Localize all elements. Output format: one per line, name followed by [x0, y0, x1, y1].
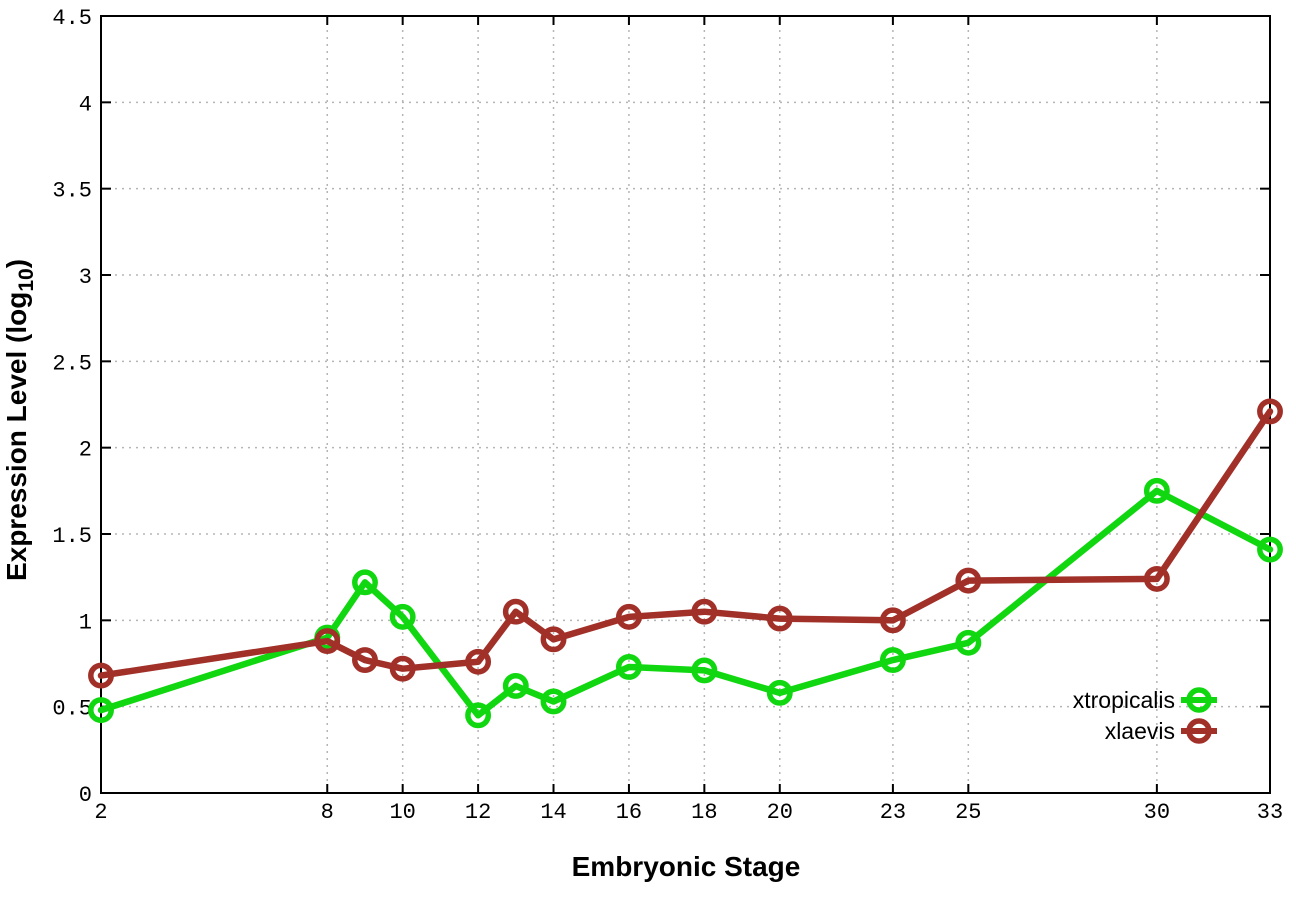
- series-line-xtropicalis: [97, 487, 1274, 719]
- series-line-xlaevis: [97, 408, 1274, 679]
- data-point-xlaevis-stage-33: [1257, 398, 1283, 425]
- data-point-xtropicalis-stage-23: [879, 647, 906, 673]
- x-tick-label-20: 20: [767, 800, 793, 825]
- y-axis-title-end: ): [1, 259, 32, 268]
- legend-label-xlaevis: xlaevis: [1105, 718, 1175, 744]
- x-tick-label-25: 25: [955, 800, 981, 825]
- x-tick-label-23: 23: [880, 800, 906, 825]
- data-point-xlaevis-stage-16: [615, 603, 642, 630]
- data-point-xtropicalis-stage-18: [691, 657, 718, 684]
- x-tick-label-33: 33: [1257, 800, 1283, 825]
- y-tick-label-1: 1: [79, 610, 92, 635]
- y-tick-label-3: 3: [79, 265, 92, 290]
- x-tick-label-30: 30: [1144, 800, 1170, 825]
- data-point-xtropicalis-stage-25: [955, 629, 982, 656]
- data-point-xtropicalis-stage-12: [465, 702, 492, 729]
- data-point-xlaevis-stage-8: [314, 628, 341, 655]
- y-tick-label-3.5: 3.5: [52, 179, 92, 204]
- y-tick-label-2: 2: [79, 438, 92, 463]
- y-tick-label-0.5: 0.5: [52, 697, 92, 722]
- x-tick-label-18: 18: [691, 800, 717, 825]
- y-tick-label-4.5: 4.5: [52, 6, 92, 31]
- x-tick-label-10: 10: [389, 800, 415, 825]
- y-tick-label-0: 0: [79, 783, 92, 808]
- legend-marker-xlaevis: [1186, 718, 1212, 744]
- data-point-xlaevis-stage-13: [502, 598, 529, 625]
- legend: xtropicalis xlaevis: [1073, 687, 1217, 744]
- x-tick-label-2: 2: [94, 800, 107, 825]
- legend-marker-xtropicalis: [1186, 687, 1212, 713]
- data-point-xlaevis-stage-2: [88, 662, 114, 689]
- data-point-xlaevis-stage-12: [465, 648, 492, 675]
- y-axis-title-sub: 10: [15, 268, 38, 291]
- y-axis-title: Expression Level (log10): [1, 259, 38, 581]
- x-tick-label-12: 12: [465, 800, 491, 825]
- x-tick-label-16: 16: [616, 800, 642, 825]
- x-tick-label-14: 14: [540, 800, 566, 825]
- data-point-xtropicalis-stage-13: [502, 672, 529, 699]
- data-point-xlaevis-stage-14: [540, 626, 567, 653]
- data-point-xtropicalis-stage-30: [1143, 477, 1170, 504]
- legend-label-xtropicalis: xtropicalis: [1073, 687, 1175, 713]
- y-tick-label-4: 4: [79, 92, 92, 117]
- data-point-xlaevis-stage-18: [691, 598, 718, 625]
- data-point-xlaevis-stage-23: [879, 607, 906, 634]
- x-axis-title: Embryonic Stage: [572, 851, 801, 882]
- data-point-xtropicalis-stage-9: [352, 569, 378, 596]
- plot-render-root: 0 0.5 1 1.5 2 2.5 3 3.5 4 4.5 2 8 10 12 14 16 18 20 23 25 30…: [52, 6, 1283, 825]
- data-point-xtropicalis-stage-2: [88, 697, 114, 724]
- data-point-xlaevis-stage-20: [766, 605, 793, 632]
- data-point-xlaevis-stage-25: [955, 567, 982, 594]
- y-axis-title-main: Expression Level (log: [1, 292, 32, 581]
- plot-border: [100, 15, 1271, 794]
- y-tick-label-1.5: 1.5: [52, 524, 92, 549]
- data-point-xtropicalis-stage-20: [766, 679, 793, 706]
- data-point-xlaevis-stage-10: [389, 655, 416, 682]
- x-tick-label-8: 8: [321, 800, 334, 825]
- data-point-xtropicalis-stage-10: [389, 603, 416, 630]
- y-tick-label-2.5: 2.5: [52, 351, 92, 376]
- data-point-xlaevis-stage-9: [352, 647, 378, 673]
- data-point-xtropicalis-stage-33: [1257, 536, 1283, 563]
- data-point-xtropicalis-stage-16: [615, 654, 642, 680]
- data-point-xlaevis-stage-30: [1143, 565, 1170, 592]
- data-point-xtropicalis-stage-14: [540, 688, 567, 715]
